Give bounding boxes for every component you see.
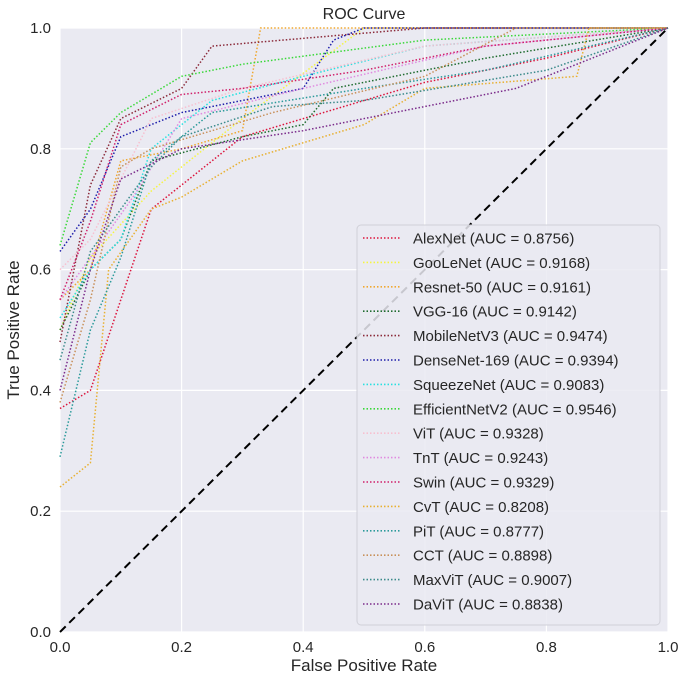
x-tick-label: 1.0 [658, 639, 679, 656]
legend-box [356, 224, 661, 626]
legend-entry: TnT (AUC = 0.9243) [413, 450, 548, 467]
roc-line [59, 27, 669, 391]
y-axis-label: True Positive Rate [4, 260, 23, 399]
y-tick-label: 0.2 [30, 503, 51, 520]
legend-entry: DenseNet-169 (AUC = 0.9394) [413, 353, 619, 370]
y-tick-label: 0.8 [30, 141, 51, 158]
legend-entry: SqueezeNet (AUC = 0.9083) [413, 377, 604, 394]
roc-line [59, 27, 669, 301]
legend-entry: Swin (AUC = 0.9329) [413, 475, 554, 492]
legend-entry: MaxViT (AUC = 0.9007) [413, 572, 572, 589]
x-tick-label: 0.0 [50, 639, 71, 656]
legend-entry: CvT (AUC = 0.8208) [413, 499, 549, 516]
roc-line [59, 27, 669, 410]
legend-entry: PiT (AUC = 0.8777) [413, 523, 544, 540]
y-tick-label: 0.0 [30, 624, 51, 641]
roc-line [59, 27, 669, 319]
series-lines [59, 27, 669, 488]
x-axis-label: False Positive Rate [291, 656, 437, 675]
legend-entry: GooLeNet (AUC = 0.9168) [413, 255, 590, 272]
legend-entry: AlexNet (AUC = 0.8756) [413, 231, 574, 248]
roc-line [59, 27, 669, 271]
x-tick-label: 0.6 [414, 639, 435, 656]
x-tick-label: 0.2 [171, 639, 192, 656]
y-tick-label: 0.6 [30, 262, 51, 279]
roc-line [59, 27, 669, 301]
chart-title: ROC Curve [323, 6, 406, 23]
legend-entry: CCT (AUC = 0.8898) [413, 548, 552, 565]
y-tick-label: 0.4 [30, 382, 51, 399]
roc-line [59, 27, 668, 403]
legend: AlexNet (AUC = 0.8756) GooLeNet (AUC = 0.… [356, 224, 661, 626]
legend-entry: MobileNetV3 (AUC = 0.9474) [413, 328, 608, 345]
legend-entry: Resnet-50 (AUC = 0.9161) [413, 279, 591, 296]
legend-entry: DaViT (AUC = 0.8838) [413, 597, 563, 614]
y-tick-label: 1.0 [30, 20, 51, 37]
y-tick-labels: 0.0 0.2 0.4 0.6 0.8 1.0 [30, 20, 51, 641]
legend-entry: ViT (AUC = 0.9328) [413, 426, 544, 443]
legend-entry: EfficientNetV2 (AUC = 0.9546) [413, 401, 617, 418]
legend-entry: VGG-16 (AUC = 0.9142) [413, 304, 577, 321]
roc-line [59, 27, 668, 488]
x-tick-labels: 0.0 0.2 0.4 0.6 0.8 1.0 [50, 639, 679, 656]
x-tick-label: 0.4 [293, 639, 314, 656]
roc-line [59, 27, 669, 458]
roc-line [59, 27, 669, 246]
x-tick-label: 0.8 [536, 639, 557, 656]
